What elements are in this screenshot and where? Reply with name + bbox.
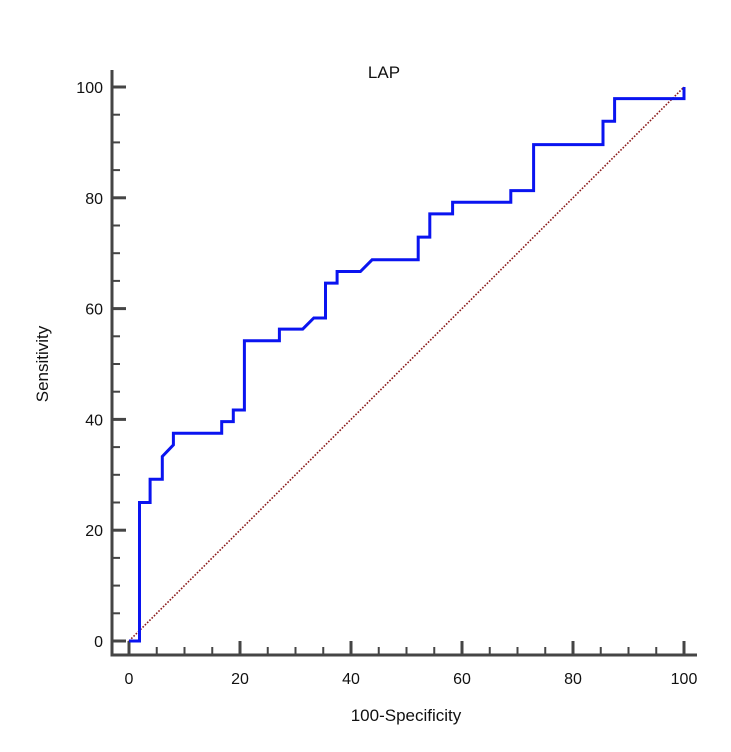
x-tick-label: 20 <box>231 671 249 688</box>
y-axis-label: Sensitivity <box>33 325 52 402</box>
x-tick-label: 0 <box>125 671 134 688</box>
y-tick-label: 60 <box>85 302 103 319</box>
y-tick-label: 0 <box>94 634 103 651</box>
x-tick-label: 40 <box>342 671 360 688</box>
axes: 0 20 40 60 80 100 0 20 40 60 80 100 <box>76 70 697 688</box>
y-tick-label: 40 <box>85 412 103 429</box>
x-tick-label: 100 <box>671 671 698 688</box>
y-tick-label: 100 <box>76 80 103 97</box>
roc-curve-line <box>129 87 686 643</box>
x-tick-label: 60 <box>453 671 471 688</box>
x-tick-label: 80 <box>564 671 582 688</box>
reference-diagonal-line <box>128 86 685 642</box>
chart-title: LAP <box>368 63 400 82</box>
series-layer <box>128 86 686 643</box>
y-tick-label: 80 <box>85 191 103 208</box>
y-tick-label: 20 <box>85 523 103 540</box>
x-axis-label: 100-Specificity <box>351 706 462 725</box>
